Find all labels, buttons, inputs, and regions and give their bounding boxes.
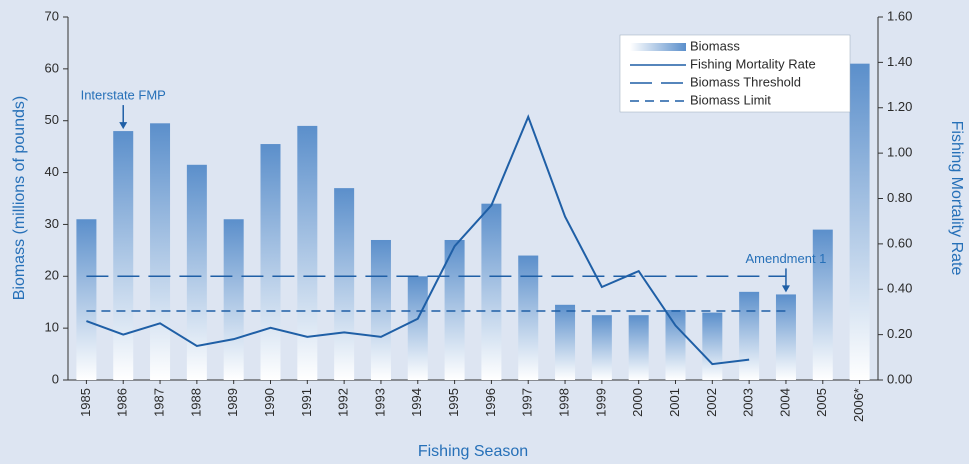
y-tick-label: 60 — [45, 60, 59, 75]
bar — [444, 239, 465, 380]
bar — [555, 304, 576, 380]
annotation-arrowhead — [781, 285, 790, 293]
x-tick-label: 2005 — [814, 388, 829, 417]
bar — [812, 229, 833, 380]
x-tick-label: 1990 — [262, 388, 277, 417]
y-tick-label: 40 — [45, 164, 59, 179]
legend-label: Fishing Mortality Rate — [690, 56, 816, 71]
y-tick-label: 50 — [45, 112, 59, 127]
x-tick-label: 2000 — [630, 388, 645, 417]
y-tick-label: 20 — [45, 268, 59, 283]
y-tick-label: 30 — [45, 216, 59, 231]
line — [86, 114, 750, 366]
bar — [260, 144, 281, 380]
bar — [702, 312, 723, 380]
annotation: Interstate FMP — [81, 88, 166, 103]
y2-tick-label: 1.40 — [887, 54, 912, 69]
legend-label: Biomass — [690, 38, 740, 53]
bar — [481, 203, 502, 380]
y2-axis-label: Fishing Mortality Rate — [948, 121, 965, 276]
legend-label: Biomass Limit — [690, 92, 771, 107]
bar — [407, 276, 428, 380]
bar — [849, 63, 870, 381]
bar — [150, 123, 171, 381]
y-tick-label: 70 — [45, 8, 59, 23]
bar — [186, 164, 207, 380]
y2-tick-label: 1.60 — [887, 8, 912, 23]
x-tick-label: 1992 — [336, 388, 351, 417]
bar — [518, 255, 539, 380]
bar — [628, 315, 649, 380]
x-tick-label: 2003 — [741, 388, 756, 417]
y2-tick-label: 0.60 — [887, 235, 912, 250]
x-tick-label: 1986 — [115, 388, 130, 417]
bar — [76, 219, 97, 380]
x-tick-label: 1985 — [78, 388, 93, 417]
bar — [739, 291, 760, 380]
bar — [591, 315, 612, 380]
x-tick-label: 1987 — [151, 388, 166, 417]
x-tick-label: 1988 — [188, 388, 203, 417]
x-tick-label: 1999 — [593, 388, 608, 417]
legend-label: Biomass Threshold — [690, 74, 801, 89]
x-tick-label: 1994 — [409, 388, 424, 417]
bar — [775, 294, 796, 380]
legend-swatch — [630, 43, 686, 51]
y-tick-label: 10 — [45, 320, 59, 335]
x-tick-label: 1993 — [372, 388, 387, 417]
x-tick-label: 1998 — [556, 388, 571, 417]
y2-tick-label: 1.20 — [887, 99, 912, 114]
x-tick-label: 1989 — [225, 388, 240, 417]
bar — [297, 125, 318, 381]
y2-tick-label: 1.00 — [887, 145, 912, 160]
y2-tick-label: 0.80 — [887, 190, 912, 205]
y-axis-label: Biomass (millions of pounds) — [11, 96, 28, 301]
x-tick-label: 2004 — [777, 388, 792, 417]
bar — [113, 131, 134, 380]
y2-tick-label: 0.40 — [887, 281, 912, 296]
x-tick-label: 1996 — [483, 388, 498, 417]
bar — [370, 239, 391, 380]
annotation: Amendment 1 — [745, 251, 826, 266]
x-axis-label: Fishing Season — [418, 443, 528, 460]
x-tick-label: 2001 — [667, 388, 682, 417]
annotation-arrowhead — [119, 122, 128, 130]
y2-tick-label: 0.00 — [887, 371, 912, 386]
bar — [223, 219, 244, 380]
y2-tick-label: 0.20 — [887, 326, 912, 341]
x-tick-label: 1991 — [299, 388, 314, 417]
x-tick-label: 1997 — [520, 388, 535, 417]
x-tick-label: 1995 — [446, 388, 461, 417]
bar — [334, 188, 355, 380]
x-tick-label: 2006* — [851, 388, 866, 422]
x-tick-label: 2002 — [704, 388, 719, 417]
bar — [665, 309, 686, 380]
y-tick-label: 0 — [52, 371, 59, 386]
